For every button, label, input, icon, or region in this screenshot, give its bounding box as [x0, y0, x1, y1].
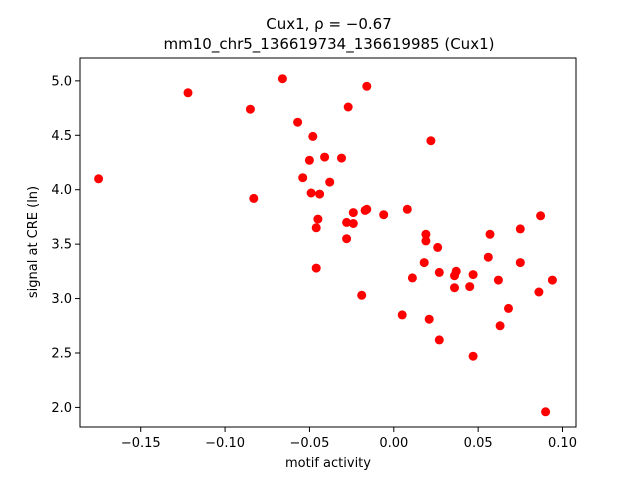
data-point [547, 275, 557, 285]
data-point [483, 252, 493, 262]
chart-title-line1: Cux1, ρ = −0.67 [266, 15, 392, 33]
data-point [397, 310, 407, 320]
data-point [451, 266, 461, 276]
x-tick-label: −0.15 [121, 436, 161, 451]
data-point [407, 273, 417, 283]
data-point [433, 242, 443, 252]
data-point [362, 204, 372, 214]
data-point [450, 283, 459, 293]
y-tick-label: 3.0 [51, 292, 72, 307]
data-point [343, 102, 353, 112]
y-tick-label: 4.5 [51, 129, 72, 144]
data-point [434, 267, 444, 277]
data-point [465, 282, 475, 292]
data-point [315, 189, 325, 199]
data-point [342, 234, 352, 244]
data-point [493, 275, 503, 285]
data-point [342, 217, 352, 227]
y-tick-label: 3.5 [51, 238, 72, 253]
x-axis-label: motif activity [285, 456, 371, 471]
data-point [421, 229, 431, 239]
x-tick-label: −0.10 [205, 436, 245, 451]
data-point [515, 258, 525, 268]
data-point [536, 211, 546, 221]
y-tick-label: 2.5 [51, 346, 72, 361]
points-layer [94, 74, 557, 417]
data-point [313, 214, 323, 224]
y-axis: 2.0 2.5 3.0 3.5 4.0 4.5 5.0 [51, 74, 80, 416]
data-point [504, 303, 513, 313]
x-tick-label: 0.05 [464, 436, 493, 451]
data-point [298, 173, 308, 183]
data-point [402, 204, 412, 214]
data-point [293, 117, 303, 127]
data-point [426, 136, 436, 146]
data-point [468, 351, 478, 361]
data-point [424, 314, 434, 324]
data-point [421, 236, 431, 246]
y-tick-label: 2.0 [51, 401, 72, 416]
data-point [379, 210, 389, 220]
data-point [277, 74, 287, 84]
chart-title-line2: mm10_chr5_136619734_136619985 (Cux1) [164, 35, 495, 54]
y-tick-label: 5.0 [51, 74, 72, 89]
data-point [434, 335, 444, 345]
data-point [348, 219, 358, 228]
y-tick-label: 4.0 [51, 183, 72, 198]
data-point [183, 88, 193, 98]
data-point [468, 270, 478, 280]
data-point [419, 258, 429, 268]
data-point [541, 407, 551, 417]
data-point [485, 229, 495, 239]
data-point [94, 174, 104, 184]
y-axis-label: signal at CRE (ln) [26, 186, 41, 298]
data-point [534, 287, 544, 297]
data-point [311, 263, 321, 273]
x-tick-label: −0.05 [290, 436, 330, 451]
data-point [320, 152, 330, 162]
data-point [357, 290, 367, 300]
x-axis: −0.15 −0.10 −0.05 0.00 0.05 0.10 [121, 427, 577, 451]
data-point [362, 81, 372, 91]
x-tick-label: 0.10 [548, 436, 577, 451]
data-point [245, 104, 255, 114]
data-point [325, 177, 335, 187]
data-point [304, 155, 314, 165]
data-point [348, 208, 358, 218]
data-point [337, 153, 346, 163]
data-point [308, 131, 318, 141]
data-point [306, 188, 316, 198]
data-point [311, 223, 321, 233]
data-point [515, 224, 525, 234]
plot-frame [79, 57, 577, 428]
data-point [495, 321, 505, 331]
data-point [249, 193, 259, 203]
x-tick-label: 0.00 [379, 436, 408, 451]
